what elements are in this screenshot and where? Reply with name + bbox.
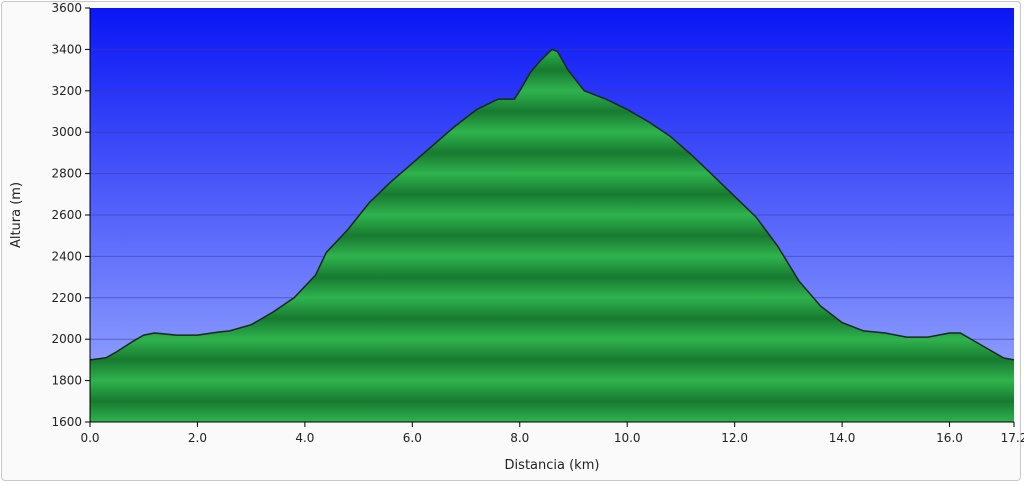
y-tick-label: 1600 [51,415,82,429]
y-tick-label: 2000 [51,332,82,346]
y-tick-label: 2200 [51,291,82,305]
y-tick-label: 2800 [51,167,82,181]
x-tick-label: 17.2 [1001,431,1024,445]
y-tick-label: 3000 [51,125,82,139]
x-tick-label: 6.0 [403,431,422,445]
x-axis-title: Distancia (km) [505,458,600,473]
y-tick-label: 3600 [51,1,82,15]
y-tick-label: 2600 [51,208,82,222]
x-tick-label: 4.0 [295,431,314,445]
x-tick-label: 2.0 [188,431,207,445]
x-tick-label: 14.0 [829,431,856,445]
x-tick-label: 12.0 [721,431,748,445]
y-tick-label: 2400 [51,249,82,263]
y-tick-label: 3200 [51,84,82,98]
x-tick-label: 8.0 [510,431,529,445]
y-tick-label: 1800 [51,374,82,388]
elevation-area [90,49,1014,423]
y-axis-title: Altura (m) [9,182,24,248]
x-tick-label: 10.0 [614,431,641,445]
elevation-profile-line [89,48,1015,361]
y-tick-label: 3400 [51,42,82,56]
x-tick-label: 16.0 [936,431,963,445]
x-tick-label: 0.0 [80,431,99,445]
